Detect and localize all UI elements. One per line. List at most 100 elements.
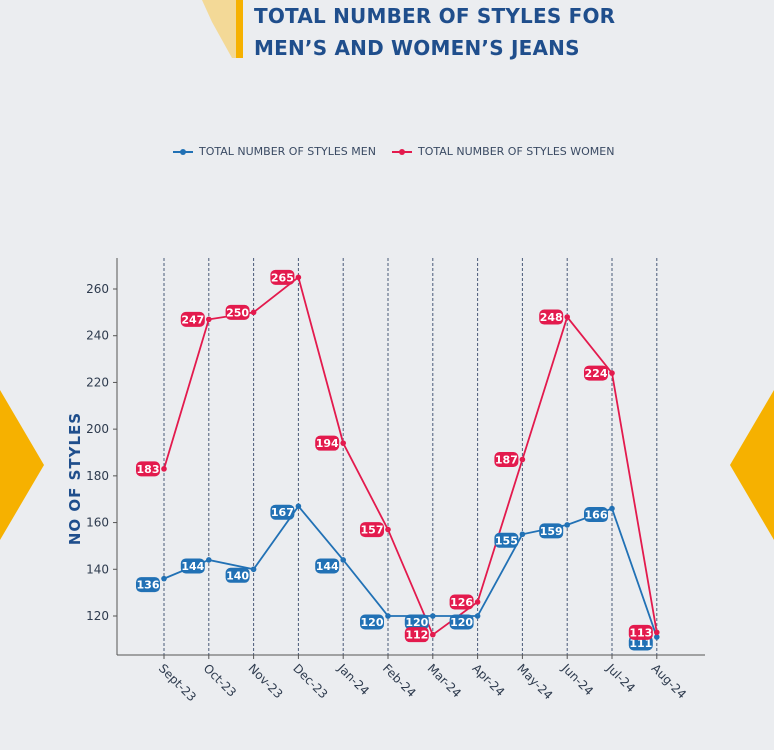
data-point [385,613,391,619]
x-tick-label: Sept-23 [156,661,199,704]
data-label-badge [449,614,474,630]
data-label: 120 [405,616,428,629]
data-label: 247 [181,313,204,326]
data-label-badge [494,532,519,548]
data-point [564,522,570,528]
data-point [474,613,481,619]
legend-item-men: TOTAL NUMBER OF STYLES MEN [173,145,376,158]
right-accent-shape [730,390,774,540]
data-label-badge [404,614,429,630]
data-point [161,575,167,582]
y-axis-label: NO OF STYLES [66,412,84,545]
x-tick-label: Apr-24 [469,661,507,699]
data-label-badge [539,309,564,325]
legend-swatch-men [173,147,193,157]
data-label-badge [584,365,608,381]
data-point [519,531,526,538]
data-point [340,557,347,563]
data-point [250,309,257,316]
data-label: 140 [226,569,249,582]
data-label-badge [180,558,205,574]
data-label-badge [449,594,474,610]
y-tick-label: 160 [86,516,109,530]
y-tick-label: 120 [86,609,109,623]
data-point [295,503,302,510]
x-tick-label: Nov-23 [245,661,285,701]
data-point [609,370,615,376]
data-label: 250 [226,306,249,319]
data-label-badge [270,269,295,285]
legend-label-women: TOTAL NUMBER OF STYLES WOMEN [418,145,615,158]
data-label-badge [539,523,564,539]
data-label: 166 [585,509,608,522]
data-label: 120 [361,616,384,629]
data-label-badge [315,435,340,451]
data-label: 183 [137,463,160,476]
data-label-badge [584,507,608,523]
data-label-badge [270,504,295,520]
data-point [206,557,212,563]
y-tick-label: 220 [86,375,109,389]
data-label-badge [136,461,160,477]
data-point [295,274,302,281]
data-label: 112 [405,629,428,642]
y-tick-label: 140 [86,562,109,576]
title-accent-shape [202,0,236,58]
data-label: 155 [495,534,518,547]
data-label-badge [136,577,160,593]
data-label-badge [360,614,384,630]
x-tick-label: Dec-23 [290,661,330,701]
data-label: 144 [181,560,204,573]
data-point [564,314,570,320]
data-label: 111 [629,637,652,650]
y-tick-label: 240 [86,329,109,343]
x-tick-label: Oct-23 [201,661,239,699]
data-label-badge [315,558,340,574]
legend-swatch-women [392,147,412,157]
data-point [609,505,615,512]
data-label-badge [360,522,384,538]
data-label-badge [180,311,205,327]
data-point [654,634,660,640]
data-point [430,613,436,619]
x-tick-label: Jan-24 [334,661,372,699]
data-label: 120 [450,616,473,629]
data-label: 126 [450,596,473,609]
data-label-badge [404,627,429,643]
y-tick-label: 260 [86,282,109,296]
data-point [654,629,660,636]
data-label-badge [628,624,653,640]
data-label: 144 [316,560,339,573]
y-tick-label: 200 [86,422,109,436]
data-label: 157 [361,524,384,537]
data-point [519,456,526,463]
data-label-badge [225,567,250,583]
data-label-badge [225,304,250,320]
data-label: 187 [495,454,518,467]
title-line-1: TOTAL NUMBER OF STYLES FOR [254,4,616,28]
data-label: 159 [540,525,563,538]
x-tick-label: Jun-24 [558,661,596,699]
data-label: 194 [316,437,339,450]
data-label: 136 [137,579,160,592]
data-label: 167 [271,506,294,519]
data-label: 113 [629,626,652,639]
data-label-badge [494,452,519,468]
data-point [385,526,391,533]
data-point [340,440,347,446]
x-tick-label: Aug-24 [649,661,689,701]
data-point [161,466,167,472]
y-tick-label: 180 [86,469,109,483]
title-accent-bar [236,0,243,58]
legend-item-women: TOTAL NUMBER OF STYLES WOMEN [392,145,614,158]
data-point [430,631,436,638]
x-tick-label: May-24 [514,661,555,702]
left-accent-shape [0,390,44,540]
data-label: 224 [585,367,608,380]
x-tick-label: Jul-24 [603,661,638,696]
legend: TOTAL NUMBER OF STYLES MEN TOTAL NUMBER … [0,145,774,163]
data-point [250,566,257,573]
data-label: 265 [271,271,294,284]
